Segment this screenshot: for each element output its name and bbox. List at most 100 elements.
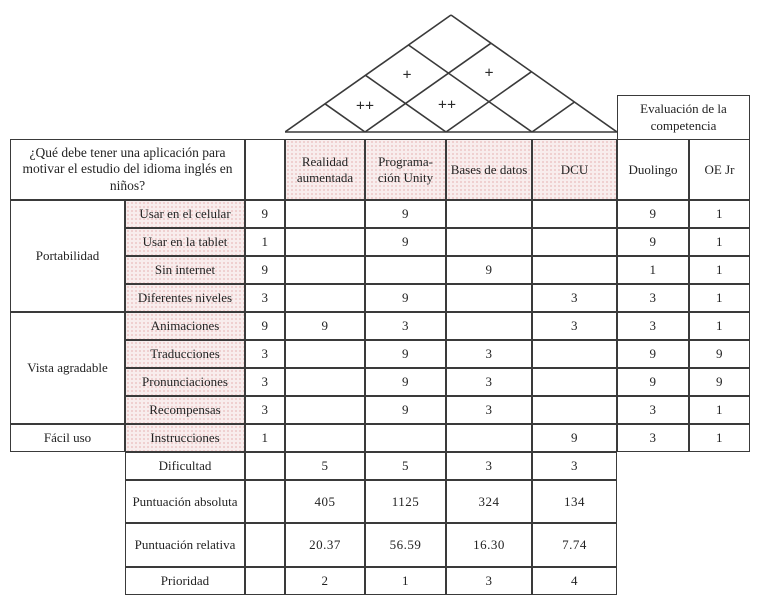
summary-value-cell: 4 — [532, 567, 617, 595]
roof-lattice-line — [408, 44, 533, 133]
roof-lattice-line — [365, 74, 447, 133]
summary-value-cell: 3 — [446, 567, 532, 595]
relationship-cell — [285, 284, 365, 312]
summary-value-cell: 16.30 — [446, 523, 532, 567]
competitor-score-cell: 1 — [689, 312, 750, 340]
summary-value-cell: 405 — [285, 480, 365, 523]
criterion-cell: Usar en la tablet — [125, 228, 245, 256]
correlation-symbol: ++ — [356, 98, 374, 115]
summary-label-cell: Puntuación absoluta — [125, 480, 245, 523]
correlation-symbol: ++ — [438, 97, 456, 114]
relationship-cell: 9 — [365, 284, 446, 312]
relationship-cell: 9 — [365, 340, 446, 368]
competitor-score-cell: 1 — [689, 256, 750, 284]
importance-cell: 3 — [245, 284, 285, 312]
competitor-score-cell: 1 — [689, 396, 750, 424]
criterion-cell: Usar en el celular — [125, 200, 245, 228]
relationship-cell — [365, 256, 446, 284]
summary-spacer-cell — [245, 567, 285, 595]
importance-cell: 1 — [245, 228, 285, 256]
competitor-score-cell: 1 — [617, 256, 689, 284]
category-cell: Fácil uso — [10, 424, 125, 452]
relationship-cell: 3 — [446, 368, 532, 396]
summary-label-cell: Puntuación relativa — [125, 523, 245, 567]
importance-cell: 3 — [245, 396, 285, 424]
roof-lattice-line — [531, 101, 575, 133]
relationship-cell: 3 — [446, 396, 532, 424]
importance-cell: 3 — [245, 368, 285, 396]
correlation-symbol: + — [484, 65, 493, 82]
relationship-cell — [285, 340, 365, 368]
summary-spacer-cell — [245, 452, 285, 480]
summary-value-cell: 3 — [446, 452, 532, 480]
importance-cell: 9 — [245, 312, 285, 340]
competitor-score-cell: 1 — [689, 228, 750, 256]
relationship-cell: 3 — [532, 312, 617, 340]
relationship-cell: 9 — [532, 424, 617, 452]
relationship-cell — [365, 424, 446, 452]
question-header: ¿Qué debe tener una aplicación para moti… — [10, 139, 245, 200]
qfd-table: ¿Qué debe tener una aplicación para moti… — [10, 139, 750, 595]
summary-value-cell: 134 — [532, 480, 617, 523]
criterion-cell: Sin internet — [125, 256, 245, 284]
correlation-roof: ++ ++ + + — [285, 14, 617, 133]
relationship-cell: 3 — [365, 312, 446, 340]
competitor-score-cell: 1 — [689, 284, 750, 312]
summary-value-cell: 2 — [285, 567, 365, 595]
competitor-score-cell: 9 — [617, 228, 689, 256]
importance-header-cell — [245, 139, 285, 200]
relationship-cell — [532, 396, 617, 424]
importance-cell: 9 — [245, 200, 285, 228]
relationship-cell: 9 — [365, 396, 446, 424]
summary-label-cell: Dificultad — [125, 452, 245, 480]
relationship-cell: 9 — [285, 312, 365, 340]
competitor-score-cell: 9 — [617, 340, 689, 368]
competency-evaluation-header: Evaluación de la competencia — [617, 95, 750, 140]
roof-right-edge — [450, 14, 617, 133]
relationship-cell — [532, 368, 617, 396]
tech-requirement-header: Realidad aumentada — [285, 139, 365, 200]
criterion-cell: Pronunciaciones — [125, 368, 245, 396]
importance-cell: 1 — [245, 424, 285, 452]
relationship-cell: 9 — [365, 368, 446, 396]
relationship-cell — [285, 368, 365, 396]
roof-left-edge — [285, 14, 452, 133]
relationship-cell — [532, 228, 617, 256]
relationship-cell — [532, 340, 617, 368]
competitor-score-cell: 9 — [617, 200, 689, 228]
summary-value-cell: 1125 — [365, 480, 446, 523]
importance-cell: 3 — [245, 340, 285, 368]
relationship-cell — [285, 200, 365, 228]
relationship-cell: 9 — [446, 256, 532, 284]
competitor-score-cell: 1 — [689, 200, 750, 228]
relationship-cell: 3 — [446, 340, 532, 368]
summary-value-cell: 3 — [532, 452, 617, 480]
summary-value-cell: 5 — [365, 452, 446, 480]
relationship-cell: 3 — [532, 284, 617, 312]
criterion-cell: Instrucciones — [125, 424, 245, 452]
summary-value-cell: 7.74 — [532, 523, 617, 567]
competitor-header: Duolingo — [617, 139, 689, 200]
summary-value-cell: 5 — [285, 452, 365, 480]
criterion-cell: Diferentes niveles — [125, 284, 245, 312]
competitor-score-cell: 3 — [617, 396, 689, 424]
importance-cell: 9 — [245, 256, 285, 284]
relationship-cell — [285, 256, 365, 284]
relationship-cell: 9 — [365, 200, 446, 228]
relationship-cell — [285, 396, 365, 424]
correlation-symbol: + — [402, 67, 411, 84]
summary-label-cell: Prioridad — [125, 567, 245, 595]
summary-value-cell: 20.37 — [285, 523, 365, 567]
competitor-score-cell: 9 — [617, 368, 689, 396]
criterion-cell: Recompensas — [125, 396, 245, 424]
competitor-score-cell: 3 — [617, 284, 689, 312]
tech-requirement-header: Programa- ción Unity — [365, 139, 446, 200]
summary-value-cell: 56.59 — [365, 523, 446, 567]
competitor-score-cell: 3 — [617, 424, 689, 452]
summary-spacer-cell — [245, 480, 285, 523]
competitor-score-cell: 9 — [689, 368, 750, 396]
competitor-score-cell: 1 — [689, 424, 750, 452]
relationship-cell — [285, 228, 365, 256]
tech-requirement-header: DCU — [532, 139, 617, 200]
relationship-cell — [532, 256, 617, 284]
